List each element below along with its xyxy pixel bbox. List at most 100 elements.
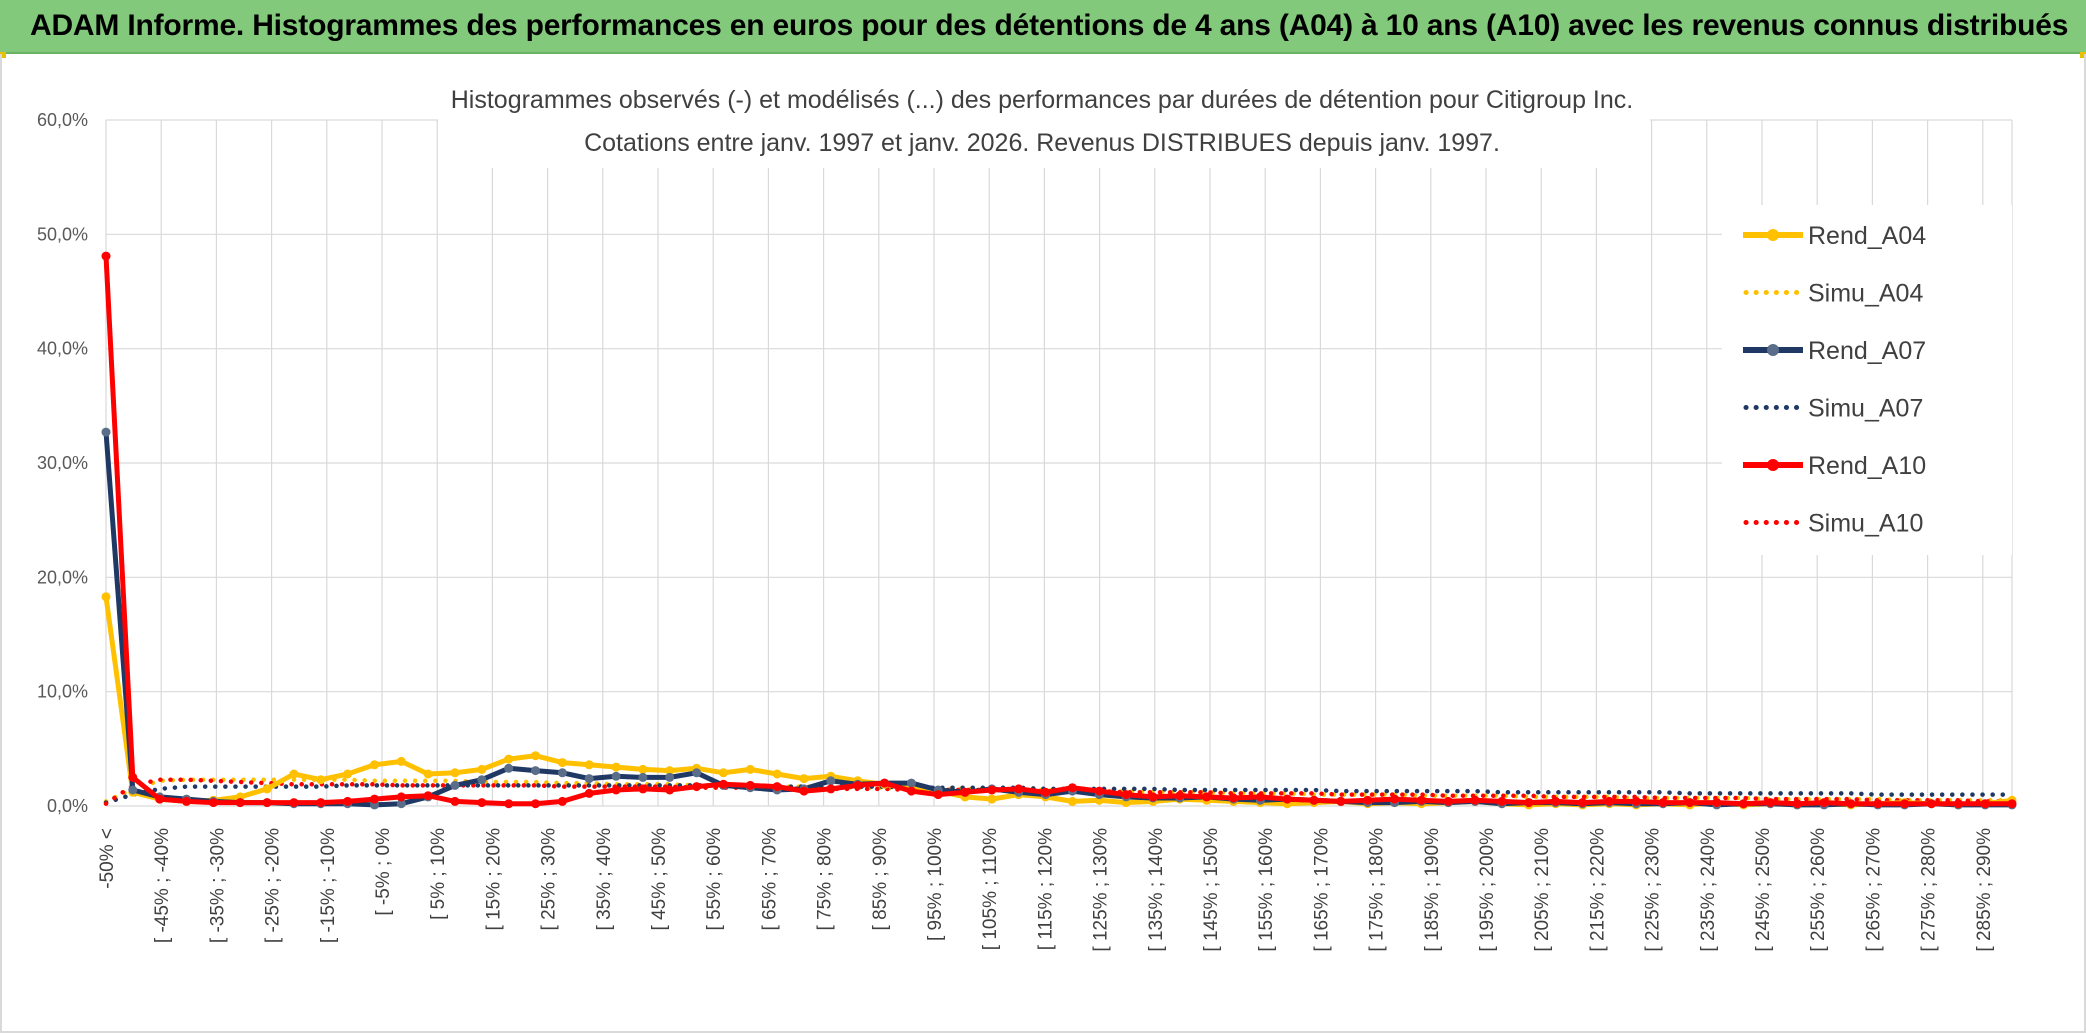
data-point	[826, 776, 836, 786]
data-point	[611, 771, 621, 781]
data-point	[155, 794, 165, 804]
data-point	[1604, 796, 1614, 806]
data-point	[396, 756, 406, 766]
x-tick-label: [ 135% ; 140%	[1146, 828, 1167, 952]
data-point	[1416, 795, 1426, 805]
data-point	[1363, 795, 1373, 805]
legend-marker	[1767, 459, 1779, 471]
chart-title: Histogrammes observés (-) et modélisés (…	[451, 86, 1633, 114]
data-point	[1685, 798, 1695, 808]
x-tick-label: [ 235% ; 240%	[1698, 828, 1719, 952]
data-point	[1873, 799, 1883, 809]
data-point	[557, 796, 567, 806]
data-point	[584, 788, 594, 798]
x-tick-label: [ -5% ; 0%	[373, 828, 394, 916]
data-point	[1497, 796, 1507, 806]
x-tick-label: [ 215% ; 220%	[1587, 828, 1608, 952]
data-point	[1175, 791, 1185, 801]
x-tick-label: [ 65% ; 70%	[759, 828, 780, 931]
data-point	[343, 796, 353, 806]
series-line-Rend_A04	[103, 596, 2013, 808]
series-layer	[101, 251, 2017, 810]
corner-marker-right	[2080, 52, 2086, 58]
data-point	[1443, 796, 1453, 806]
series-Simu_A04	[103, 777, 2015, 804]
data-point	[665, 785, 675, 795]
x-tick-label: [ 275% ; 280%	[1919, 828, 1940, 952]
data-point	[665, 766, 675, 776]
data-point	[450, 768, 460, 778]
data-point	[1255, 792, 1265, 802]
legend-label: Rend_A10	[1808, 452, 1926, 480]
data-point	[1390, 794, 1400, 804]
legend-label: Simu_A10	[1808, 510, 1923, 538]
data-point	[1578, 798, 1587, 808]
legend-label: Simu_A07	[1808, 395, 1923, 423]
data-point	[531, 751, 540, 761]
data-point	[960, 787, 970, 797]
x-tick-label: [ 115% ; 120%	[1035, 828, 1056, 950]
data-point	[718, 768, 728, 778]
data-point	[1309, 795, 1319, 805]
data-point	[128, 785, 138, 795]
data-point	[531, 766, 540, 776]
data-point	[316, 775, 326, 785]
y-tick-label: 50,0%	[37, 224, 88, 244]
y-tick-label: 10,0%	[37, 682, 88, 702]
data-point	[208, 798, 218, 808]
data-point	[1658, 798, 1668, 808]
data-point	[235, 798, 245, 808]
data-point	[718, 779, 728, 789]
x-tick-label: [ 5% ; 10%	[428, 828, 449, 920]
x-tick-label: [ 225% ; 230%	[1643, 828, 1664, 952]
data-point	[1631, 796, 1641, 806]
data-point	[1980, 799, 1990, 809]
data-point	[906, 786, 916, 796]
x-tick-label: -50% <	[97, 828, 118, 889]
x-tick-label: [ 125% ; 130%	[1091, 828, 1112, 952]
data-point	[1792, 799, 1802, 809]
x-tick-label: [ 175% ; 180%	[1367, 828, 1388, 952]
legend-item-Rend_A04: Rend_A04	[1743, 222, 1926, 250]
x-tick-label: [ 255% ; 260%	[1808, 828, 1829, 952]
x-tick-label: [ 265% ; 270%	[1863, 828, 1884, 952]
data-point	[638, 784, 648, 794]
y-axis-ticks: 0,0% 10,0% 20,0% 30,0% 40,0% 50,0% 60,0%	[37, 110, 88, 816]
data-point	[638, 772, 648, 782]
data-point	[880, 778, 889, 788]
data-point	[987, 794, 997, 804]
legend-label: Simu_A04	[1808, 280, 1923, 308]
data-point	[745, 780, 755, 790]
x-tick-label: [ 45% ; 50%	[649, 828, 670, 931]
data-point	[799, 786, 809, 796]
legend-marker	[1767, 229, 1779, 241]
data-point	[423, 769, 433, 779]
data-point	[853, 780, 863, 790]
data-point	[128, 772, 138, 782]
x-axis-ticks: -50% < [ -45% ; -40% [ -35% ; -30% [ -25% ;…	[97, 828, 1995, 952]
x-tick-label: [ -25% ; -20%	[263, 828, 284, 943]
data-point	[1953, 799, 1963, 809]
data-point	[638, 764, 648, 774]
x-tick-label: [ 245% ; 250%	[1753, 828, 1774, 952]
x-tick-label: [ 25% ; 30%	[539, 828, 560, 931]
data-point	[906, 778, 916, 788]
x-tick-label: [ 55% ; 60%	[704, 828, 725, 931]
data-point	[1014, 784, 1024, 794]
data-point	[101, 427, 111, 437]
data-point	[826, 784, 836, 794]
data-point	[289, 798, 299, 808]
data-point	[370, 794, 379, 804]
legend: Rend_A04 Simu_A04 Rend_A07 Simu_A07 Rend_A10…	[1743, 222, 1926, 538]
data-point	[1121, 790, 1131, 800]
data-point	[262, 798, 272, 808]
data-point	[450, 796, 460, 806]
data-point	[289, 769, 299, 779]
data-point	[504, 799, 514, 809]
data-point	[343, 769, 353, 779]
data-point	[665, 772, 675, 782]
x-tick-label: [ 85% ; 90%	[870, 828, 891, 931]
legend-marker	[1767, 344, 1779, 356]
legend-item-Rend_A07: Rend_A07	[1743, 337, 1926, 365]
legend-item-Simu_A10: Simu_A10	[1743, 510, 1923, 538]
